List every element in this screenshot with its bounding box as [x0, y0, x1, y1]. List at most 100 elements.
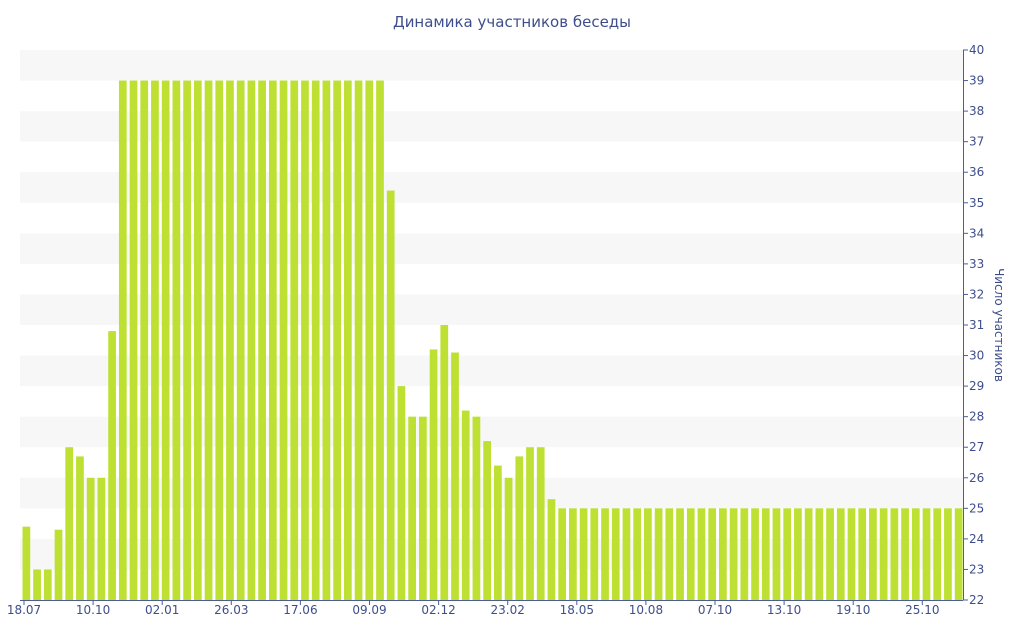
x-tick-label: 07.10 — [698, 603, 732, 617]
bar — [33, 569, 41, 600]
grid-band — [20, 477, 963, 509]
bar — [858, 508, 867, 600]
bar — [226, 80, 234, 600]
bar — [772, 508, 781, 600]
x-tick-label: 17.06 — [283, 603, 317, 617]
bar — [333, 80, 341, 600]
x-tick-label: 18.07 — [7, 603, 41, 617]
bar — [76, 456, 84, 600]
bar — [611, 508, 620, 600]
y-tick-label: 39 — [969, 74, 984, 88]
bar — [944, 508, 952, 600]
bar — [247, 80, 256, 600]
bar — [686, 508, 695, 600]
bar — [183, 80, 191, 600]
y-tick-label: 40 — [969, 43, 984, 57]
bar — [483, 441, 491, 600]
bar — [665, 508, 674, 600]
bar — [193, 80, 202, 600]
grid-band — [20, 416, 963, 448]
x-tick-label: 26.03 — [214, 603, 248, 617]
bar — [697, 508, 706, 600]
bar — [954, 508, 963, 600]
x-tick-label: 19.10 — [836, 603, 870, 617]
grid-band — [20, 355, 963, 387]
bar — [258, 80, 266, 600]
y-tick-label: 32 — [969, 287, 984, 301]
y-tick-label: 31 — [969, 318, 984, 332]
bar — [879, 508, 888, 600]
bar — [65, 447, 74, 600]
bar — [901, 508, 909, 600]
bar — [601, 508, 609, 600]
bar — [54, 529, 63, 600]
bar — [708, 508, 717, 600]
bar — [633, 508, 642, 600]
bar — [815, 508, 824, 600]
bar — [215, 80, 224, 600]
bar — [451, 352, 459, 600]
bar — [890, 508, 899, 600]
bar — [354, 80, 363, 600]
bar — [472, 416, 481, 600]
bar — [311, 80, 320, 600]
bar — [290, 80, 299, 600]
bar — [204, 80, 213, 600]
grid-band — [20, 111, 963, 142]
bar — [751, 508, 759, 600]
bar — [461, 410, 470, 600]
bar — [547, 499, 556, 600]
bar — [429, 349, 438, 600]
bar — [794, 508, 802, 600]
bar — [418, 416, 427, 600]
x-tick-label: 23.02 — [491, 603, 525, 617]
bar — [322, 80, 331, 600]
bar — [108, 331, 116, 600]
y-tick-label: 24 — [969, 532, 984, 546]
bar — [301, 80, 309, 600]
bar — [536, 447, 545, 600]
bar — [365, 80, 374, 600]
bar — [515, 456, 524, 600]
bar — [268, 80, 277, 600]
bar — [140, 80, 149, 600]
x-tick-label: 02.12 — [421, 603, 455, 617]
bar — [376, 80, 384, 600]
bar — [494, 465, 502, 600]
bar — [740, 508, 749, 600]
grid-band — [20, 172, 963, 203]
bar — [118, 80, 127, 600]
bar — [236, 80, 245, 600]
bar — [526, 447, 534, 600]
bar — [676, 508, 684, 600]
grid-band — [20, 50, 963, 81]
bar — [558, 508, 567, 600]
bar — [826, 508, 834, 600]
bar — [22, 526, 31, 600]
bar — [504, 477, 513, 600]
bar — [622, 508, 631, 600]
y-tick-label: 36 — [969, 165, 984, 179]
x-tick-label: 13.10 — [767, 603, 801, 617]
bar — [761, 508, 770, 600]
bar — [279, 80, 288, 600]
y-tick-label: 25 — [969, 501, 984, 515]
grid-band — [20, 233, 963, 264]
bar — [151, 80, 159, 600]
bar — [97, 477, 106, 600]
y-tick-label: 26 — [969, 471, 984, 485]
x-tick-label: 18.05 — [560, 603, 594, 617]
x-tick-label: 09.09 — [352, 603, 386, 617]
y-tick-label: 34 — [969, 226, 984, 240]
y-tick-label: 35 — [969, 196, 984, 210]
bar — [836, 508, 845, 600]
bar — [644, 508, 652, 600]
chart-title: Динамика участников беседы — [392, 13, 632, 31]
y-tick-label: 28 — [969, 410, 984, 424]
bar — [922, 508, 931, 600]
bar — [86, 477, 95, 600]
bar — [408, 416, 416, 600]
y-tick-label: 27 — [969, 440, 984, 454]
y-tick-label: 33 — [969, 257, 984, 271]
